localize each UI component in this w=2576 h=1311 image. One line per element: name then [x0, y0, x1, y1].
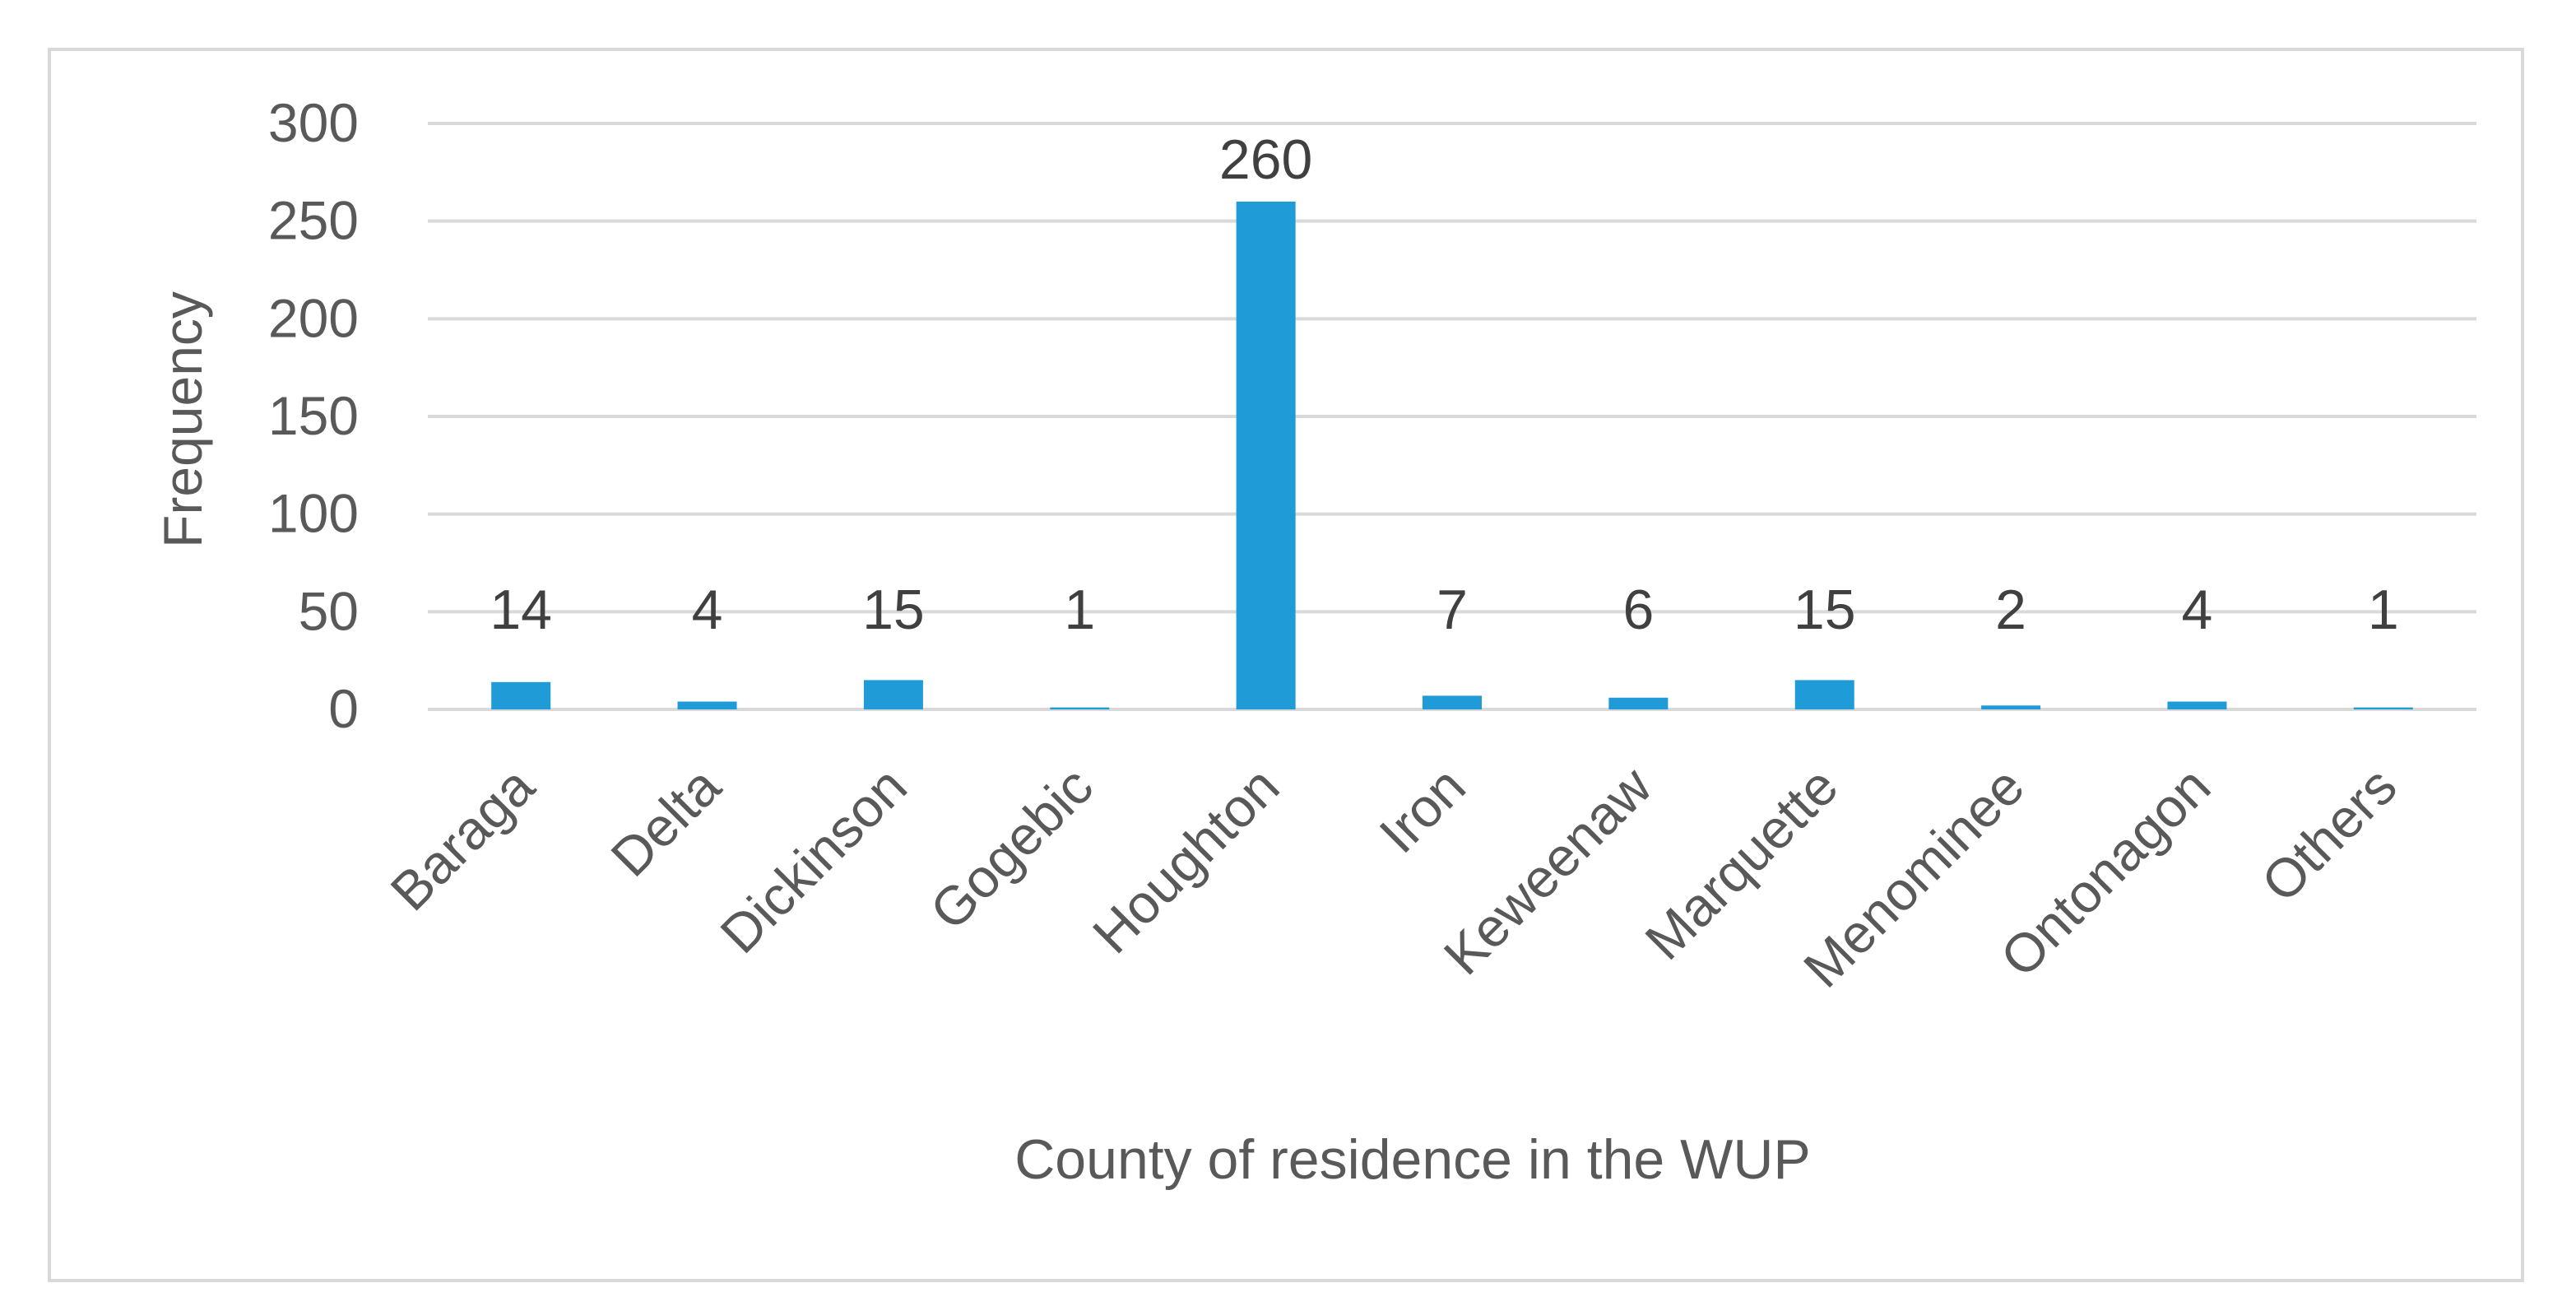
x-axis-title: County of residence in the WUP — [1014, 1128, 1811, 1191]
bar-dickinson — [863, 680, 923, 709]
bar-marquette — [1794, 680, 1854, 709]
y-tick-label: 50 — [299, 580, 359, 641]
x-tick-label: Baraga — [378, 755, 545, 922]
y-tick-label: 0 — [328, 678, 359, 739]
bar-houghton — [1236, 201, 1296, 709]
x-tick-label: Delta — [599, 755, 731, 887]
data-label: 7 — [1437, 579, 1468, 641]
y-tick-label: 250 — [268, 190, 359, 251]
y-axis-title: Frequency — [152, 291, 213, 548]
x-tick-label: Houghton — [1081, 755, 1291, 965]
data-label: 2 — [1995, 579, 2026, 641]
gridlines — [428, 122, 2476, 711]
data-label: 4 — [692, 579, 723, 641]
y-tick-label: 100 — [268, 483, 359, 544]
y-axis-ticks: 0 50 100 150 200 250 300 — [268, 92, 359, 739]
bar-others — [2353, 707, 2413, 709]
data-label: 15 — [862, 579, 925, 641]
x-tick-label: Others — [2249, 755, 2407, 914]
bar-iron — [1423, 695, 1482, 709]
data-label: 260 — [1219, 128, 1312, 191]
y-tick-label: 150 — [268, 385, 359, 446]
bar-gogebic — [1050, 707, 1110, 709]
y-tick-label: 300 — [268, 92, 359, 153]
x-tick-label: Iron — [1367, 755, 1477, 865]
x-tick-label: Dickinson — [708, 755, 918, 965]
bars — [491, 201, 2413, 709]
y-tick-label: 200 — [268, 287, 359, 348]
bar-ontonagon — [2167, 701, 2227, 709]
bar-baraga — [491, 681, 551, 709]
bar-keweenaw — [1608, 697, 1669, 709]
data-label: 15 — [1794, 579, 1856, 641]
bar-delta — [677, 701, 737, 709]
data-label: 1 — [1064, 579, 1095, 641]
data-label: 6 — [1622, 579, 1654, 641]
data-label: 1 — [2368, 579, 2399, 641]
data-label: 4 — [2182, 579, 2213, 641]
x-tick-label: Gogebic — [918, 755, 1104, 941]
data-label: 14 — [490, 579, 552, 641]
bar-menominee — [1981, 705, 2041, 709]
